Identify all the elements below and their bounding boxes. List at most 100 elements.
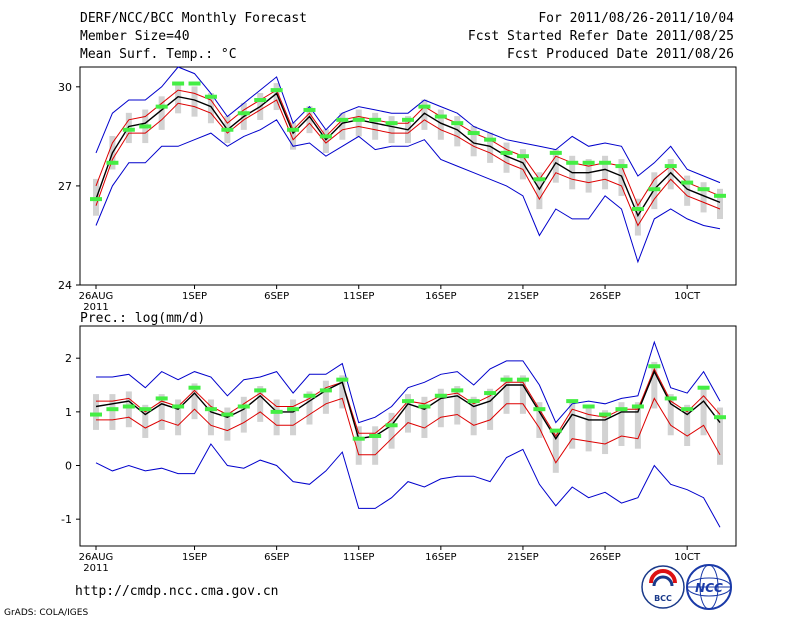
spread-bar [667,394,674,436]
spread-bar [454,386,461,425]
median-marker [549,428,562,433]
spread-bar [569,402,576,449]
spread-bar [717,188,723,220]
median-marker [566,399,579,404]
spread-bar [339,375,346,409]
spread-bar [93,394,99,430]
median-marker [714,415,726,420]
x-tick-label: 26SEP [589,291,620,302]
source-url[interactable]: http://cmdp.ncc.cma.gov.cn [75,584,279,599]
median-marker [270,409,283,414]
spread-bar [634,198,641,236]
spread-bar [175,399,182,436]
y-tick-label: -1 [61,513,72,526]
median-marker [254,98,267,103]
spread-bar [700,388,707,436]
median-marker [434,393,447,398]
spread-bar [536,402,543,438]
spread-bar [191,383,198,420]
y-tick-label: 2 [65,352,72,365]
median-marker [303,393,316,398]
x-tick-label: 21SEP [507,552,538,563]
median-marker [615,164,628,169]
median-marker [385,121,398,126]
median-marker [90,412,102,417]
median-marker [172,404,185,409]
median-marker [155,104,168,109]
grads-credit: GrADS: COLA/IGES [4,608,88,618]
median-marker [188,81,201,86]
median-marker [336,377,349,382]
median-marker [582,404,595,409]
y-tick-label: 1 [65,406,72,419]
median-marker [697,187,710,192]
median-marker [139,124,152,129]
spread-bar [618,402,625,446]
median-marker [664,164,677,169]
median-marker [500,377,513,382]
median-marker [500,150,513,155]
median-marker [484,137,497,142]
spread-bar [634,402,641,449]
median-marker [369,434,382,438]
median-marker [352,436,365,441]
median-marker [319,134,332,139]
spread-bar [437,109,444,140]
lower-spread-line [95,99,721,227]
median-marker [402,117,414,122]
x-tick-label: 26SEP [589,552,620,563]
spread-bar [273,83,280,111]
median-marker [467,399,480,404]
x-tick-label: 10CT [674,552,701,563]
spread-bar [125,391,132,428]
x-tick-label: 10CT [674,291,701,302]
y-tick-label: 0 [65,460,72,473]
spread-bar [339,112,346,140]
spread-bar [158,96,165,130]
median-marker [122,404,135,409]
median-marker [204,94,217,99]
spread-bar [109,394,116,430]
spread-bar [322,380,329,414]
median-marker [188,385,201,390]
plot-frame [79,66,737,286]
median-marker [533,407,546,412]
min-envelope-line [95,443,721,528]
median-marker [549,150,562,155]
median-marker [467,131,480,136]
spread-bar [290,122,297,150]
median-marker [352,117,365,122]
x-tick-label: 26AUG [79,291,114,302]
spread-bar [388,412,395,449]
median-marker [385,423,398,428]
median-marker [664,396,677,401]
median-marker [287,127,300,132]
spread-bar [405,394,411,433]
spread-bar [470,126,477,157]
spread-bar [191,86,198,117]
spread-bar [651,361,658,409]
max-envelope-line [95,66,721,184]
min-envelope-line [95,119,721,264]
chart-title: DERF/NCC/BCC Monthly Forecast [80,11,307,26]
median-marker [287,407,300,412]
median-marker [582,160,595,165]
plot-frame [79,325,737,547]
spread-bar [175,83,182,114]
median-marker [681,407,694,412]
spread-bar [437,388,444,428]
spread-bar [372,426,379,465]
x-year-label: 2011 [83,302,108,313]
spread-bar [602,410,609,455]
x-tick-label: 6SEP [264,552,289,563]
median-marker [270,88,283,93]
median-marker [631,207,644,212]
x-tick-label: 1SEP [182,552,207,563]
variable-label: Mean Surf. Temp.: °C [80,47,237,62]
x-tick-label: 11SEP [343,291,374,302]
spread-bar [306,106,313,134]
spread-bar [519,375,526,414]
spread-bar [322,129,329,153]
y-tick-label: 24 [58,279,72,292]
